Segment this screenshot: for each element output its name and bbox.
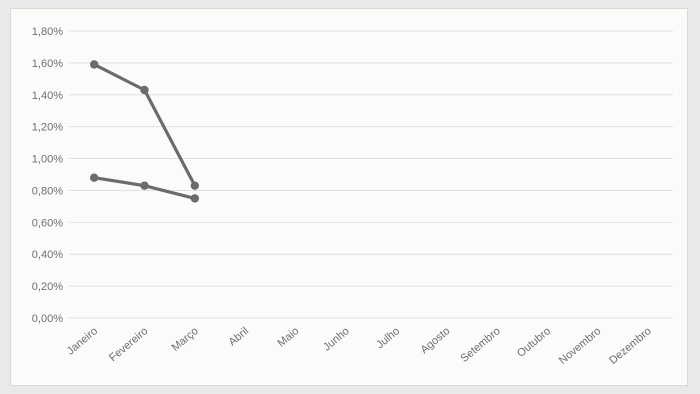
y-tick-label: 1,80% bbox=[32, 26, 63, 38]
y-tick-label: 1,60% bbox=[32, 58, 63, 70]
y-tick-label: 0,20% bbox=[32, 281, 63, 293]
y-tick-label: 0,40% bbox=[32, 249, 63, 261]
x-tick-label: Maio bbox=[275, 325, 301, 350]
chart-frame: 0,00% 0,20% 0,40% 0,60% 0,80% 1,00% 1,20% 1,40%… bbox=[10, 8, 688, 386]
x-tick-label: Março bbox=[170, 325, 201, 354]
y-tick-label: 1,40% bbox=[32, 90, 63, 102]
y-tick-label: 0,00% bbox=[32, 313, 63, 325]
data-point bbox=[140, 85, 149, 95]
x-tick-label: Novembro bbox=[557, 325, 604, 367]
x-tick-label: Janeiro bbox=[65, 325, 100, 357]
x-tick-label: Junho bbox=[321, 325, 352, 353]
x-tick-label: Dezembro bbox=[607, 325, 654, 367]
data-point bbox=[89, 173, 99, 182]
x-tick-label: Julho bbox=[374, 325, 402, 351]
x-tick-label: Outubro bbox=[515, 325, 553, 360]
y-tick-label: 1,20% bbox=[32, 122, 63, 134]
y-tick-label: 0,80% bbox=[32, 185, 63, 197]
x-tick-label: Setembro bbox=[459, 325, 503, 365]
x-axis: Janeiro Fevereiro Março Abril Maio Junho Julho… bbox=[65, 325, 654, 367]
data-point bbox=[190, 194, 200, 203]
data-point bbox=[89, 60, 99, 69]
line-chart: 0,00% 0,20% 0,40% 0,60% 0,80% 1,00% 1,20% 1,40%… bbox=[32, 26, 673, 367]
series-group bbox=[89, 60, 200, 203]
gridlines bbox=[69, 30, 673, 319]
y-tick-label: 1,00% bbox=[32, 154, 63, 166]
data-point bbox=[190, 181, 200, 190]
x-tick-label: Abril bbox=[227, 325, 252, 348]
data-point bbox=[140, 181, 149, 190]
x-tick-label: Fevereiro bbox=[107, 325, 150, 364]
y-tick-label: 0,60% bbox=[32, 217, 63, 229]
y-axis: 0,00% 0,20% 0,40% 0,60% 0,80% 1,00% 1,20% 1,40%… bbox=[32, 26, 63, 325]
series-line-1 bbox=[92, 62, 197, 188]
x-tick-label: Agosto bbox=[418, 325, 452, 356]
